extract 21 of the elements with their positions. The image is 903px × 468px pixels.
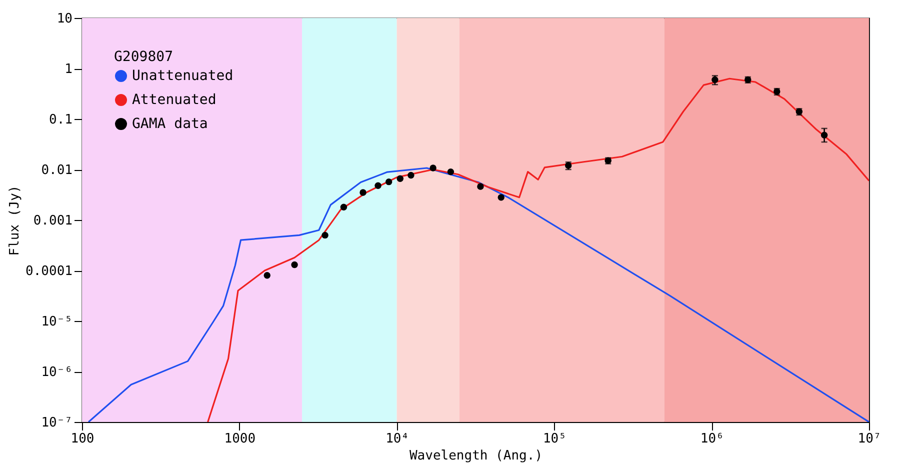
legend-label: Unattenuated [132, 68, 234, 84]
y-tick-label: 10⁻⁵ [41, 314, 72, 330]
x-axis-title: Wavelength (Ang.) [409, 448, 543, 464]
y-tick-label: 0.1 [49, 112, 72, 128]
legend-label: GAMA data [132, 116, 208, 132]
y-tick-label: 10⁻⁷ [41, 416, 72, 430]
y-tick-label: 0.01 [41, 163, 72, 178]
x-tick-label: 10⁴ [386, 432, 410, 446]
y-tick-label: 1 [64, 62, 72, 77]
y-tick-label: 10 [56, 12, 72, 26]
x-tick-label: 10⁶ [700, 432, 724, 446]
legend-title: G209807 [114, 49, 174, 65]
legend-label: Attenuated [132, 92, 216, 108]
y-tick-label: 0.0001 [26, 264, 72, 279]
x-tick-label: 10⁵ [542, 432, 566, 446]
y-axis-title: Flux (Jy) [8, 185, 23, 256]
x-tick-label: 100 [70, 432, 94, 446]
x-tick-label: 10⁷ [858, 432, 882, 446]
y-tick-label: 0.001 [33, 214, 72, 228]
x-tick-label: 1000 [224, 432, 256, 446]
y-tick-label: 10⁻⁶ [41, 365, 72, 380]
